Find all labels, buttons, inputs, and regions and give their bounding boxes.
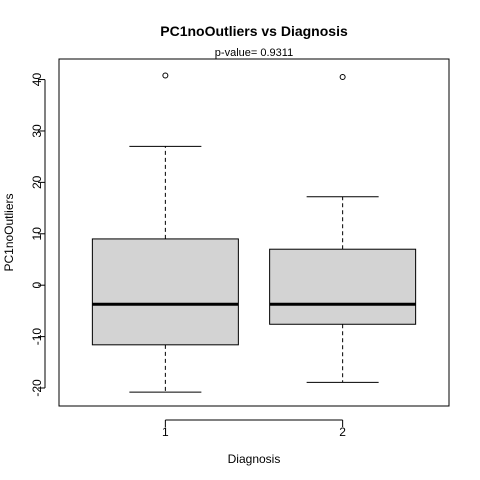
x-tick-label: 1 bbox=[162, 425, 169, 439]
y-tick-label: 0 bbox=[30, 282, 44, 289]
y-tick-label: -10 bbox=[30, 328, 44, 346]
outlier-point bbox=[339, 73, 346, 80]
x-axis-label: Diagnosis bbox=[228, 452, 281, 466]
box-1 bbox=[91, 72, 239, 393]
x-tick-label: 2 bbox=[339, 425, 346, 439]
y-tick-label: 20 bbox=[30, 175, 44, 189]
y-axis-label: PC1noOutliers bbox=[2, 193, 16, 271]
y-tick-label: 30 bbox=[30, 124, 44, 138]
iqr-box bbox=[91, 238, 239, 346]
plot-frame bbox=[58, 58, 450, 407]
y-axis: -20 -10 0 10 20 30 40 bbox=[30, 73, 46, 397]
y-tick-label: -20 bbox=[30, 379, 44, 397]
chart-title: PC1noOutliers vs Diagnosis bbox=[160, 23, 348, 39]
iqr-box bbox=[269, 248, 417, 325]
y-tick-label: 40 bbox=[30, 73, 44, 87]
box-2 bbox=[269, 73, 417, 383]
y-tick-label: 10 bbox=[30, 227, 44, 241]
outlier-point bbox=[162, 72, 169, 79]
boxes-group bbox=[91, 72, 417, 393]
chart-subtitle: p-value= 0.9311 bbox=[215, 47, 293, 59]
